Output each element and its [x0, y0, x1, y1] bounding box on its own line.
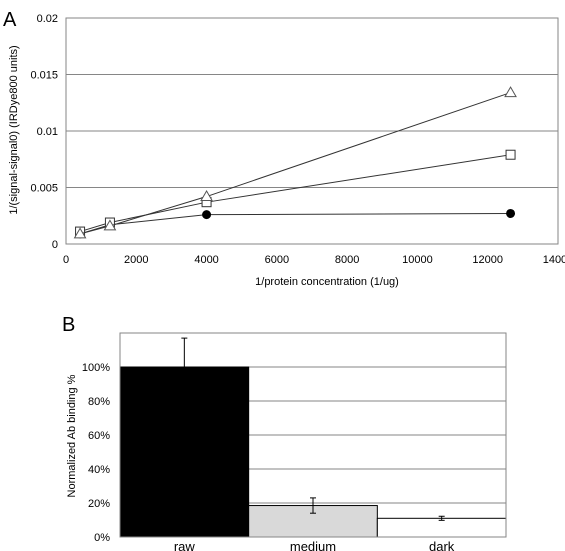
panel-a-y-tick-label: 0.02: [37, 13, 58, 25]
panel-a-point-triangle: [103, 219, 117, 231]
panel-a-y-ticks: 0 0.005 0.01 0.015 0.02: [30, 13, 58, 251]
panel-a-point-triangle: [73, 227, 87, 239]
panel-a-x-tick-label: 8000: [335, 254, 359, 266]
panel-b-y-tick-label: 40%: [88, 464, 110, 476]
panel-a-point-triangle: [504, 86, 517, 98]
panel-a-x-tick-label: 0: [63, 254, 69, 266]
panel-b-category-label: dark: [429, 539, 455, 551]
panel-a-y-tick-label: 0.005: [30, 183, 58, 195]
panel-a-y-tick-label: 0.01: [37, 126, 58, 138]
panel-a-series-line: [79, 92, 511, 235]
panel-b-category-label: raw: [174, 539, 196, 551]
panel-a-point-square: [505, 149, 516, 160]
panel-a-x-tick-label: 6000: [265, 254, 289, 266]
panel-a-series-line: [79, 154, 511, 233]
panel-b-label: B: [62, 314, 75, 336]
panel-b-y-tick-label: 60%: [88, 430, 110, 442]
panel-b-y-tick-label: 80%: [88, 396, 110, 408]
panel-b-y-ticks: 0% 20% 40% 60% 80% 100%: [82, 362, 110, 544]
panel-a-x-axis-title: 1/protein concentration (1/ug): [255, 276, 399, 288]
panel-b-y-tick-label: 0%: [94, 532, 110, 544]
panel-a-point-triangle: [200, 190, 213, 202]
panel-b-category-label: medium: [290, 539, 336, 551]
panel-a-y-tick-label: 0: [52, 239, 58, 251]
panel-b-y-tick-label: 20%: [88, 498, 110, 510]
panel-b-y-axis-title: Normalized Ab binding %: [66, 374, 78, 497]
panel-b-plot-frame: [119, 332, 507, 538]
panel-a-x-tick-label: 4000: [194, 254, 218, 266]
panel-b-bar-chart: B 0% 20% 40% 60% 80% 100% raw medium dark Norma…: [62, 314, 507, 551]
panel-b-bar: [376, 517, 507, 538]
panel-a-label: A: [3, 9, 17, 31]
panel-a-plot-frame: [65, 17, 559, 245]
panel-a-y-axis-title: 1/(signal-signal0) (IRDye800 units): [8, 45, 20, 214]
panel-a-x-tick-label: 10000: [402, 254, 433, 266]
panel-a-series-line: [79, 212, 511, 235]
panel-b-y-tick-label: 100%: [82, 362, 110, 374]
panel-a-series: [73, 86, 517, 239]
panel-a-point-circle: [202, 210, 212, 220]
panel-b-error-bars: [181, 337, 445, 521]
panel-a-x-tick-label: 2000: [124, 254, 148, 266]
panel-a-gridlines: [66, 17, 558, 188]
panel-b-category-labels: raw medium dark: [174, 539, 455, 551]
panel-a-x-tick-label: 12000: [472, 254, 503, 266]
panel-a-point-circle: [506, 208, 516, 218]
panel-a-y-tick-label: 0.015: [30, 70, 58, 82]
